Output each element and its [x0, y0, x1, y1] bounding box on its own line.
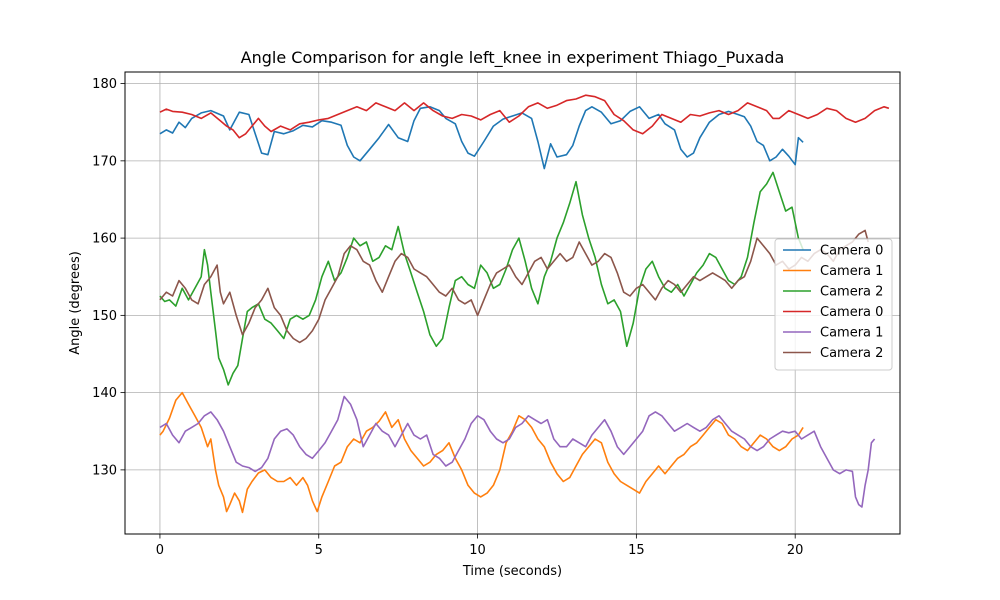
x-axis-label: Time (seconds) — [462, 564, 562, 579]
y-tick-label: 140 — [92, 386, 117, 401]
series-lines — [159, 94, 890, 514]
plot-frame — [124, 71, 901, 535]
legend-box — [774, 238, 893, 371]
y-axis-ticks: 130 140 150 160 170 180 — [92, 77, 125, 478]
series-line-1 — [159, 106, 804, 170]
series-line-2 — [159, 391, 804, 514]
y-tick-label: 160 — [92, 232, 117, 247]
legend-label: Camera 0 — [820, 244, 883, 259]
x-tick-label: 20 — [787, 543, 804, 558]
y-tick-label: 150 — [92, 309, 117, 324]
y-tick-label: 180 — [92, 77, 117, 92]
chart-title: Angle Comparison for angle left_knee in … — [241, 48, 785, 68]
y-tick-label: 130 — [92, 463, 117, 478]
x-tick-label: 5 — [315, 543, 323, 558]
series-line-6 — [159, 229, 869, 344]
x-tick-label: 10 — [469, 543, 486, 558]
legend: Camera 0 Camera 1 Camera 2 Camera 0 Camera 1… — [774, 238, 893, 371]
legend-label: Camera 1 — [820, 326, 883, 341]
legend-label: Camera 0 — [820, 305, 883, 320]
legend-label: Camera 2 — [820, 285, 883, 300]
x-axis-ticks: 0 5 10 15 20 — [156, 534, 804, 558]
x-tick-label: 15 — [628, 543, 645, 558]
series-line-5 — [159, 395, 876, 508]
legend-label: Camera 1 — [820, 264, 883, 279]
x-tick-label: 0 — [156, 543, 164, 558]
series-line-4 — [159, 94, 890, 139]
y-axis-label: Angle (degrees) — [68, 251, 83, 355]
y-tick-label: 170 — [92, 154, 117, 169]
legend-label: Camera 2 — [820, 346, 883, 361]
series-line-3 — [159, 171, 804, 386]
